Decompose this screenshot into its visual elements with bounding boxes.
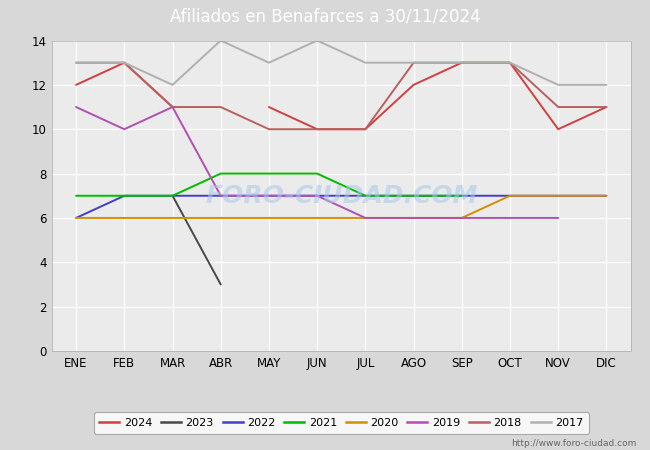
Text: Afiliados en Benafarces a 30/11/2024: Afiliados en Benafarces a 30/11/2024 <box>170 8 480 26</box>
Text: http://www.foro-ciudad.com: http://www.foro-ciudad.com <box>512 439 637 448</box>
Text: FORO-CIUDAD.COM: FORO-CIUDAD.COM <box>205 184 478 208</box>
Legend: 2024, 2023, 2022, 2021, 2020, 2019, 2018, 2017: 2024, 2023, 2022, 2021, 2020, 2019, 2018… <box>94 413 589 433</box>
